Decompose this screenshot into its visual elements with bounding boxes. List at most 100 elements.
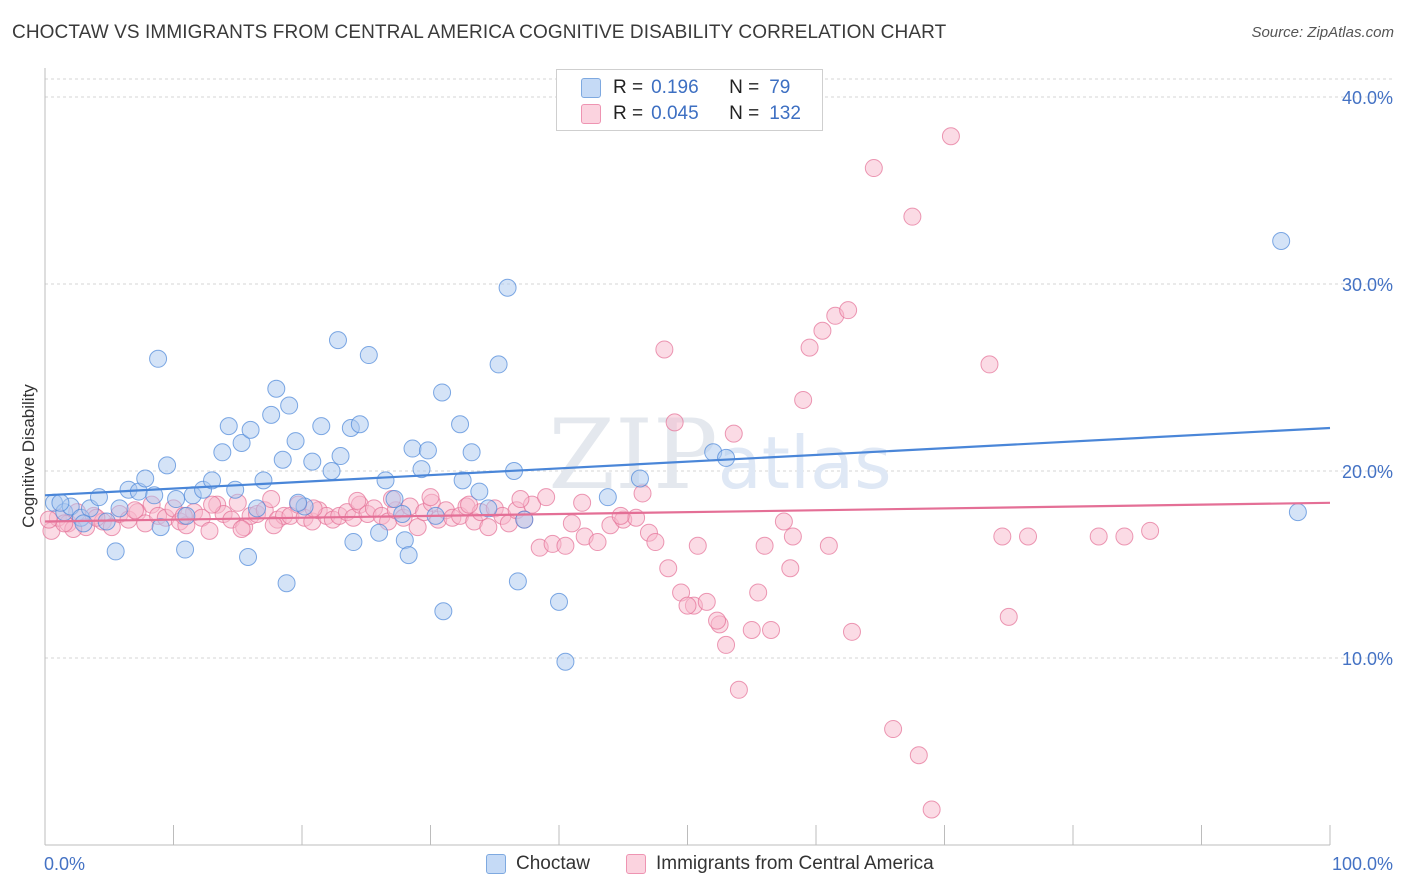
- immigrants-point: [1115, 527, 1134, 546]
- immigrants-point: [688, 536, 707, 555]
- immigrants-point: [1141, 521, 1160, 540]
- choctaw-point: [248, 499, 267, 518]
- choctaw-point: [399, 546, 418, 565]
- immigrants-point: [460, 495, 479, 514]
- immigrants-point: [774, 512, 793, 531]
- choctaw-point: [403, 439, 422, 458]
- watermark: ZIPatlas: [548, 399, 891, 511]
- choctaw-point: [289, 493, 308, 512]
- y-tick-label: 10.0%: [1342, 649, 1393, 669]
- y-axis-label: Cognitive Disability: [19, 384, 38, 528]
- choctaw-point: [385, 490, 404, 509]
- choctaw-point: [412, 460, 431, 479]
- choctaw-point: [262, 405, 281, 424]
- immigrants-trend-line: [44, 501, 1331, 523]
- bottom-legend-immigrants: Immigrants from Central America: [626, 851, 934, 877]
- immigrants-point: [993, 527, 1012, 546]
- immigrants-point: [909, 746, 928, 765]
- immigrants-point: [819, 536, 838, 555]
- legend-row-choctaw: R = 0.196 N = 79: [581, 75, 790, 101]
- choctaw-point: [254, 471, 273, 490]
- choctaw-point: [328, 331, 347, 350]
- immigrants-point: [659, 559, 678, 578]
- immigrants-point: [903, 207, 922, 226]
- legend-n-value: 79: [769, 77, 791, 98]
- choctaw-point: [226, 480, 245, 499]
- immigrants-point: [562, 514, 581, 533]
- immigrants-point: [729, 680, 748, 699]
- choctaw-point: [350, 415, 369, 434]
- immigrants-point: [678, 596, 697, 615]
- choctaw-point: [717, 448, 736, 467]
- immigrants-point: [39, 510, 58, 529]
- immigrants-point: [708, 611, 727, 630]
- immigrants-point: [588, 533, 607, 552]
- choctaw-point: [322, 462, 341, 480]
- immigrants-point: [511, 490, 530, 509]
- y-tick-label: 40.0%: [1342, 88, 1393, 108]
- choctaw-point: [219, 417, 238, 436]
- choctaw-point: [303, 452, 322, 471]
- legend-swatch-choctaw: [581, 78, 601, 98]
- immigrants-point: [884, 720, 903, 739]
- immigrants-point: [633, 484, 652, 503]
- choctaw-point: [149, 349, 168, 368]
- immigrants-point: [749, 583, 768, 602]
- tick-labels: 10.0% 20.0% 30.0% 40.0% 0.0% 100.0%: [44, 88, 1393, 874]
- immigrants-point: [742, 620, 761, 639]
- immigrants-point: [556, 536, 575, 555]
- bottom-legend-label-choctaw: Choctaw: [516, 853, 590, 874]
- immigrants-point: [655, 340, 674, 359]
- choctaw-point: [312, 417, 331, 436]
- immigrants-point: [262, 490, 281, 509]
- grid-lines: [45, 78, 1395, 659]
- immigrants-point: [573, 493, 592, 512]
- choctaw-point: [344, 533, 363, 552]
- legend-r-value: 0.045: [651, 103, 699, 124]
- choctaw-point: [273, 450, 292, 469]
- choctaw-point: [203, 471, 222, 490]
- immigrants-point: [697, 592, 716, 611]
- immigrants-point: [724, 424, 743, 443]
- choctaw-point: [479, 499, 498, 518]
- choctaw-point: [241, 420, 260, 439]
- choctaw-point: [370, 523, 389, 542]
- choctaw-point: [145, 486, 164, 505]
- immigrants-point: [813, 321, 832, 340]
- immigrants-point: [941, 127, 960, 146]
- bottom-legend-swatch-immigrants: [626, 854, 646, 874]
- legend-r-label: R =: [613, 103, 644, 124]
- choctaw-point: [598, 488, 617, 507]
- choctaw-point: [74, 514, 93, 533]
- legend-n-value: 132: [769, 103, 801, 124]
- y-tick-label: 30.0%: [1342, 275, 1393, 295]
- choctaw-point: [158, 456, 177, 475]
- choctaw-point: [359, 346, 378, 365]
- choctaw-point: [498, 278, 517, 297]
- choctaw-point: [418, 441, 437, 460]
- legend-row-immigrants: R = 0.045 N = 132: [581, 101, 801, 127]
- choctaw-point: [451, 415, 470, 434]
- choctaw-point: [167, 490, 186, 509]
- immigrants-point: [232, 519, 251, 538]
- immigrants-point: [264, 516, 283, 535]
- immigrants-point: [781, 559, 800, 578]
- immigrants-point: [717, 635, 736, 654]
- immigrants-point: [611, 506, 630, 525]
- trend-lines: [44, 426, 1331, 523]
- choctaw-point: [453, 471, 472, 490]
- legend-swatch-immigrants: [581, 104, 601, 124]
- choctaw-point: [136, 469, 155, 488]
- x-tick-label: 100.0%: [1332, 854, 1393, 874]
- choctaw-point: [550, 592, 568, 611]
- immigrants-point: [1089, 527, 1108, 546]
- immigrants-point: [980, 355, 999, 374]
- choctaw-trend-line: [44, 426, 1331, 497]
- choctaw-point: [395, 531, 414, 550]
- bottom-legend-label-immigrants: Immigrants from Central America: [656, 853, 934, 874]
- immigrants-point: [479, 518, 498, 537]
- choctaw-point: [1272, 231, 1291, 250]
- immigrants-point: [794, 390, 813, 409]
- choctaw-point: [151, 518, 170, 537]
- choctaw-point: [213, 443, 232, 462]
